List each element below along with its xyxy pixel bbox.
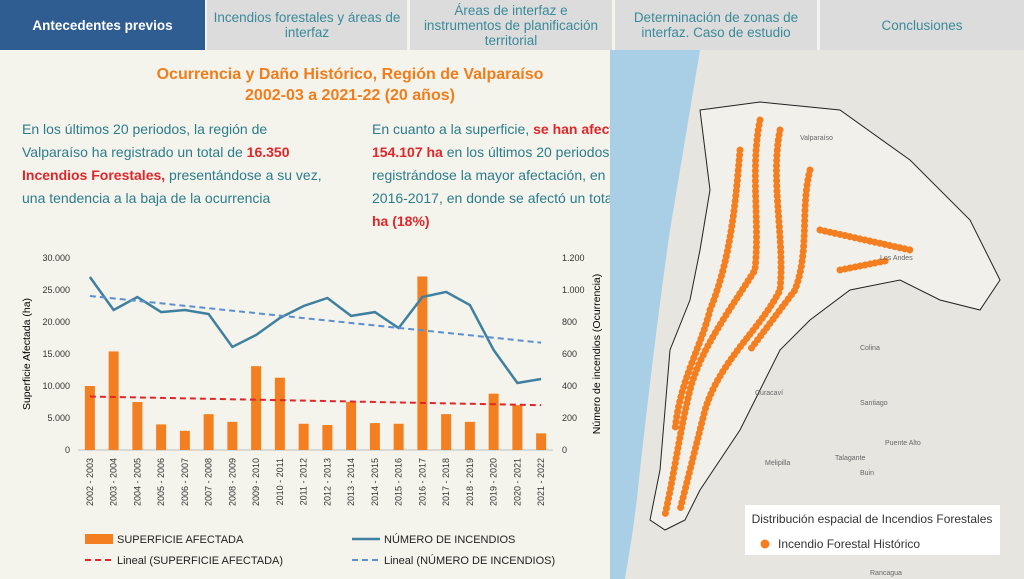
place-label: Talagante (835, 455, 865, 462)
bar (369, 423, 380, 450)
map-legend-title: Distribución espacial de Incendios Fores… (752, 512, 993, 526)
x-tick-label: 2002 - 2003 (85, 458, 95, 506)
paragraph: En los últimos 20 periodos, la región de… (22, 118, 322, 210)
y2-axis-label: Número de incendios (Ocurrencia) (591, 274, 603, 434)
x-tick-label: 2020 - 2021 (512, 458, 522, 506)
legend-label: SUPERFICIE AFECTADA (117, 534, 244, 546)
x-tick-label: 2018 - 2019 (465, 458, 475, 506)
y-tick-label: 30.000 (42, 253, 70, 263)
bar (298, 423, 309, 450)
sea (610, 50, 700, 579)
place-label: Valparaíso (800, 135, 833, 142)
place-label: Curacaví (755, 390, 783, 397)
y-tick-label: 25.000 (42, 285, 70, 295)
bar (464, 421, 475, 450)
x-tick-label: 2017 - 2018 (441, 458, 451, 506)
fire-points (661, 116, 914, 519)
x-tick-label: 2021 - 2022 (536, 458, 546, 506)
bar (179, 430, 190, 450)
tab[interactable]: Incendios forestales y áreas de interfaz (207, 0, 407, 50)
heading: 2002-03 a 2021-22 (20 años) (245, 87, 455, 104)
place-labels: Valparaíso Los Andes Colina Santiago Puente … (755, 135, 921, 577)
bar (203, 414, 214, 450)
x-tick-label: 2005 - 2006 (156, 458, 166, 506)
y-tick-label: 10.000 (42, 381, 70, 391)
y2-tick-label: 0 (562, 445, 567, 455)
text: En los últimos 20 periodos, la región de… (22, 121, 268, 160)
region-outline (649, 101, 1001, 531)
bar (346, 402, 357, 450)
text: presentándose a su vez, una tendencia a … (22, 167, 322, 206)
heading: Ocurrencia y Daño Histórico, Región de V… (156, 66, 544, 83)
y2-tick-label: 1.000 (562, 285, 585, 295)
bar (156, 424, 167, 450)
bar (488, 393, 499, 450)
bar (251, 366, 262, 450)
x-tick-label: 2010 - 2011 (275, 458, 285, 505)
place-label: Colina (860, 345, 880, 352)
y-axis-label: Superficie Afectada (ha) (21, 298, 33, 410)
y-tick-label: 20.000 (42, 317, 70, 327)
bar (512, 405, 523, 450)
x-tick-label: 2013 - 2014 (346, 458, 356, 506)
bar (84, 386, 95, 450)
y2-tick-label: 800 (562, 317, 577, 327)
map: Valparaíso Los Andes Colina Santiago Puente … (610, 50, 1024, 579)
highlight: 16.350 Incendios Forestales, (22, 144, 290, 183)
bar (536, 433, 547, 450)
y2-tick-label: 600 (562, 349, 577, 359)
tab[interactable]: Conclusiones (820, 0, 1024, 50)
place-label: Melipilla (765, 460, 790, 467)
trend-line (89, 294, 542, 344)
x-tick-label: 2019 - 2020 (489, 458, 499, 506)
tab[interactable]: Antecedentes previos (0, 0, 205, 50)
bar (108, 351, 119, 450)
place-label: Los Andes (880, 255, 913, 262)
bar (441, 414, 452, 450)
x-tick-label: 2008 - 2009 (227, 458, 237, 506)
chart: 0 5.000 10.000 15.000 20.000 25.000 30.000 0 200… (21, 253, 603, 567)
bar (322, 425, 333, 450)
x-tick-label: 2012 - 2013 (322, 458, 332, 506)
place-label: Rancagua (870, 570, 902, 577)
x-tick-label: 2006 - 2007 (180, 458, 190, 506)
bar (132, 402, 143, 450)
place-label: Santiago (860, 400, 888, 407)
y-tick-label: 0 (65, 445, 70, 455)
bar (393, 423, 404, 450)
bar (274, 377, 285, 450)
y-tick-label: 15.000 (42, 349, 70, 359)
legend-label: Lineal (SUPERFICIE AFECTADA) (117, 555, 283, 567)
x-tick-label: 2011 - 2012 (299, 458, 309, 505)
y-tick-label: 5.000 (47, 413, 70, 423)
trend-line (89, 395, 542, 407)
legend-label: NÚMERO DE INCENDIOS (384, 533, 515, 546)
x-tick-label: 2007 - 2008 (204, 458, 214, 506)
x-tick-label: 2004 - 2005 (132, 458, 142, 506)
tab[interactable]: Áreas de interfaz e instrumentos de plan… (410, 0, 612, 50)
place-label: Buin (860, 470, 874, 477)
tab[interactable]: Determinación de zonas de interfaz. Caso… (615, 0, 817, 50)
x-tick-label: 2015 - 2016 (394, 458, 404, 506)
text: En cuanto a la superficie, (372, 121, 534, 137)
y2-tick-label: 200 (562, 413, 577, 423)
y2-tick-label: 1.200 (562, 253, 585, 263)
bar (417, 276, 428, 450)
legend-swatch (85, 534, 113, 544)
x-tick-label: 2003 - 2004 (109, 458, 119, 506)
map-legend (745, 505, 1000, 555)
y2-tick-label: 400 (562, 381, 577, 391)
legend-label: Lineal (NÚMERO DE INCENDIOS) (384, 554, 555, 567)
bar (227, 421, 238, 450)
place-label: Puente Alto (885, 440, 921, 447)
text: en los últimos 20 periodos, registrándos… (372, 144, 672, 206)
line (88, 276, 542, 385)
legend-swatch (759, 538, 771, 550)
map-legend-item: Incendio Forestal Histórico (778, 537, 920, 551)
x-tick-label: 2016 - 2017 (417, 458, 427, 506)
x-tick-label: 2014 - 2015 (370, 458, 380, 506)
x-tick-label: 2009 - 2010 (251, 458, 261, 506)
